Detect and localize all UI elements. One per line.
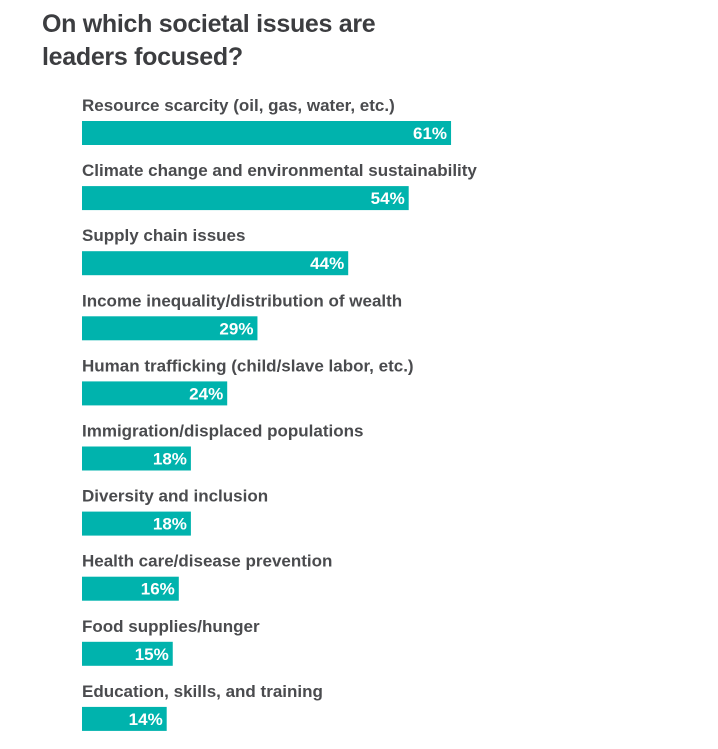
category-label: Immigration/displaced populations xyxy=(82,422,363,441)
bar xyxy=(82,251,349,276)
category-label: Diversity and inclusion xyxy=(82,487,268,506)
value-label: 15% xyxy=(135,645,169,664)
value-label: 14% xyxy=(129,710,163,729)
bar xyxy=(82,641,173,666)
bar xyxy=(82,186,409,211)
category-label: Human trafficking (child/slave labor, et… xyxy=(82,356,414,375)
category-label: Supply chain issues xyxy=(82,226,245,245)
value-label: 18% xyxy=(153,515,187,534)
category-label: Climate change and environmental sustain… xyxy=(82,161,477,180)
value-label: 18% xyxy=(153,450,187,469)
category-label: Education, skills, and training xyxy=(82,682,323,701)
bar xyxy=(82,576,179,601)
value-label: 29% xyxy=(219,319,253,338)
bar xyxy=(82,316,258,341)
category-label: Resource scarcity (oil, gas, water, etc.… xyxy=(82,96,395,115)
bar xyxy=(82,446,191,471)
value-label: 16% xyxy=(141,580,175,599)
bar xyxy=(82,121,452,145)
category-label: Income inequality/distribution of wealth xyxy=(82,291,402,310)
value-label: 44% xyxy=(310,254,344,273)
bar xyxy=(82,706,167,731)
value-label: 54% xyxy=(371,189,405,208)
bar xyxy=(82,381,228,406)
bar xyxy=(82,511,191,536)
category-label: Health care/disease prevention xyxy=(82,552,332,571)
chart-title: On which societal issues are leaders foc… xyxy=(42,10,376,71)
category-label: Food supplies/hunger xyxy=(82,617,260,636)
value-label: 24% xyxy=(189,384,223,403)
value-label: 61% xyxy=(413,124,447,143)
